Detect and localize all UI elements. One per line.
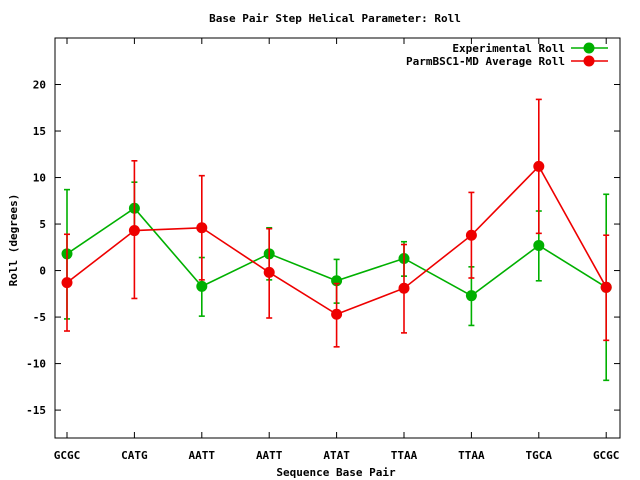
x-tick-label: TTAA: [458, 449, 485, 462]
chart-title: Base Pair Step Helical Parameter: Roll: [209, 12, 461, 25]
x-tick-label: TGCA: [526, 449, 553, 462]
x-tick-label: ATAT: [323, 449, 350, 462]
y-tick-label: 0: [39, 265, 46, 278]
x-tick-label: AATT: [189, 449, 216, 462]
legend-marker: [583, 55, 595, 67]
legend-marker: [583, 42, 595, 54]
y-tick-label: -15: [26, 404, 46, 417]
y-tick-label: 15: [33, 125, 46, 138]
x-tick-label: AATT: [256, 449, 283, 462]
y-tick-label: 5: [39, 218, 46, 231]
y-tick-label: 20: [33, 79, 46, 92]
y-tick-label: 10: [33, 172, 46, 185]
data-point: [61, 277, 73, 289]
y-tick-label: -10: [26, 358, 46, 371]
data-point: [398, 282, 410, 294]
series-parmbsc1-md-average-roll: [61, 98, 612, 348]
x-tick-label: GCGC: [593, 449, 620, 462]
y-axis-label: Roll (degrees): [7, 194, 20, 287]
data-point: [128, 225, 140, 237]
data-point: [465, 229, 477, 241]
x-axis-label: Sequence Base Pair: [276, 466, 396, 479]
x-tick-label: CATG: [121, 449, 148, 462]
data-point: [533, 160, 545, 172]
data-point: [600, 281, 612, 293]
series-experimental-roll: [61, 181, 612, 382]
data-point: [196, 222, 208, 234]
legend-label: ParmBSC1-MD Average Roll: [406, 55, 565, 68]
data-point: [465, 290, 477, 302]
data-point: [533, 239, 545, 251]
x-tick-label: GCGC: [54, 449, 81, 462]
legend-label: Experimental Roll: [452, 42, 565, 55]
data-point: [196, 280, 208, 292]
x-tick-label: TTAA: [391, 449, 418, 462]
y-tick-label: -5: [33, 311, 46, 324]
data-point: [263, 266, 275, 278]
plot-frame: [54, 37, 621, 439]
data-point: [331, 308, 343, 320]
